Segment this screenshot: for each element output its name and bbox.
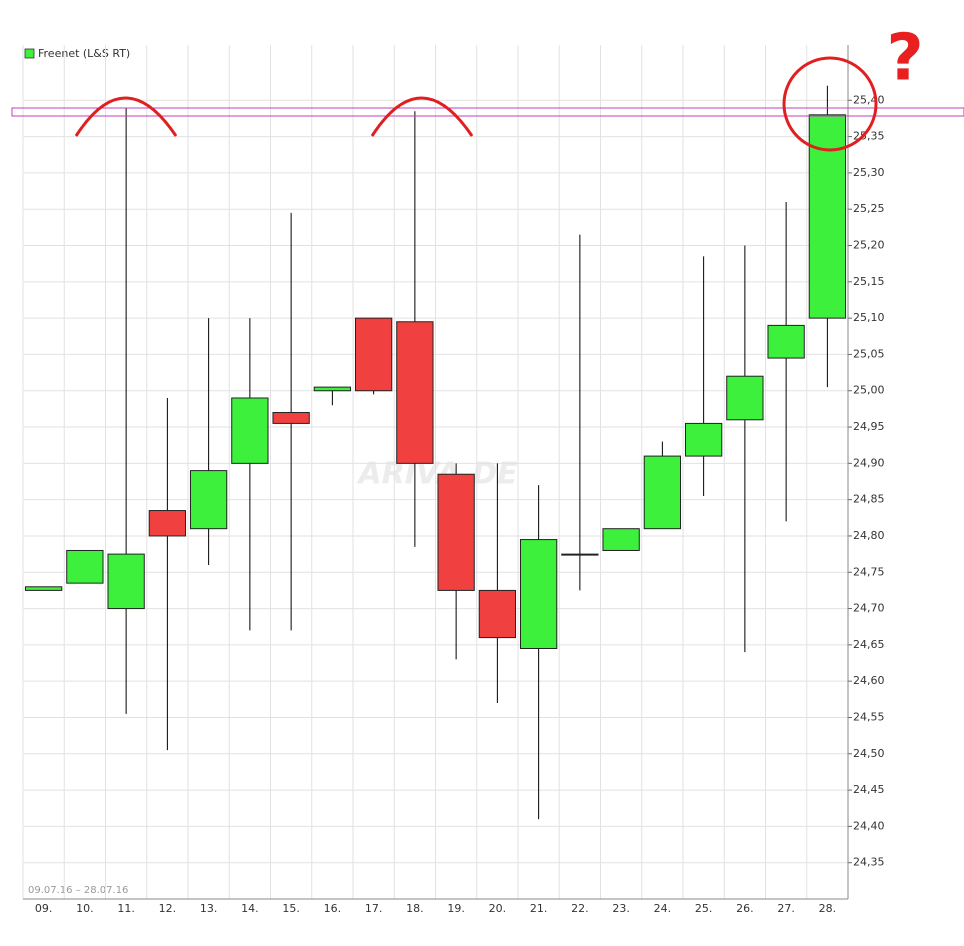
y-tick-label: 24,65	[853, 638, 885, 651]
x-tick-label: 10.	[76, 902, 94, 915]
x-tick-label: 20.	[489, 902, 507, 915]
candle-body	[189, 470, 228, 530]
candle-body	[313, 386, 352, 392]
y-tick-label: 24,40	[853, 819, 885, 832]
x-tick-label: 13.	[200, 902, 218, 915]
candle-body	[396, 321, 434, 464]
x-tick-label: 18.	[406, 902, 424, 915]
x-tick-label: 12.	[159, 902, 177, 915]
y-tick-label: 24,70	[853, 602, 885, 615]
candle-body	[561, 553, 599, 556]
x-tick-label: 09.	[35, 902, 53, 915]
x-tick-label: 26.	[736, 902, 754, 915]
candle-body	[726, 375, 764, 421]
candle-body	[643, 455, 682, 530]
x-tick-label: 16.	[324, 902, 342, 915]
x-tick-label: 14.	[241, 902, 259, 915]
x-tick-label: 28.	[819, 902, 837, 915]
annotation-text: ?	[886, 22, 923, 96]
x-tick-label: 19.	[447, 902, 465, 915]
y-tick-label: 25,10	[853, 311, 885, 324]
x-tick-label: 24.	[654, 902, 672, 915]
y-tick-label: 24,95	[853, 420, 885, 433]
y-tick-label: 24,60	[853, 674, 885, 687]
x-tick-label: 15.	[282, 902, 300, 915]
candle-body	[684, 422, 723, 457]
annotation-arc	[370, 96, 474, 137]
candle-body	[354, 317, 393, 392]
y-tick-label: 24,90	[853, 456, 885, 469]
y-tick-label: 24,55	[853, 710, 885, 723]
legend-swatch	[24, 48, 35, 59]
y-tick-label: 25,05	[853, 347, 885, 360]
watermark: ARIVA.DE	[356, 457, 518, 492]
x-tick-label: 21.	[530, 902, 548, 915]
y-tick-label: 24,85	[853, 493, 885, 506]
candle-body	[602, 528, 640, 551]
x-tick-label: 25.	[695, 902, 713, 915]
y-tick-label: 25,15	[853, 275, 885, 288]
x-tick-label: 23.	[612, 902, 630, 915]
candle-body	[437, 473, 475, 591]
y-tick-label: 24,50	[853, 747, 885, 760]
candle-body	[107, 553, 145, 610]
x-tick-label: 27.	[777, 902, 795, 915]
candle-body	[66, 549, 104, 584]
x-tick-label: 17.	[365, 902, 383, 915]
candle-body	[231, 397, 269, 464]
date-range: 09.07.16 – 28.07.16	[28, 885, 128, 896]
y-tick-label: 24,80	[853, 529, 885, 542]
candle-body	[767, 324, 805, 359]
candle-body	[148, 510, 187, 537]
y-tick-label: 25,25	[853, 202, 885, 215]
candle-body	[24, 586, 63, 591]
candle-body	[272, 412, 310, 424]
annotation-arc	[74, 96, 178, 137]
plot: 24,35 24,40 24,45 24,50 24,55 24,60 24,65 24,70…	[22, 45, 885, 915]
y-tick-label: 25,40	[853, 93, 885, 106]
candle-body	[519, 539, 558, 650]
candle-body	[478, 589, 517, 639]
candle-body	[808, 114, 847, 319]
x-tick-label: 22.	[571, 902, 589, 915]
y-tick-label: 24,45	[853, 783, 885, 796]
y-tick-label: 25,00	[853, 384, 885, 397]
y-tick-label: 25,30	[853, 166, 885, 179]
y-tick-label: 24,35	[853, 856, 885, 869]
y-tick-label: 24,75	[853, 565, 885, 578]
annotation-circle	[782, 56, 878, 152]
y-tick-label: 25,20	[853, 239, 885, 252]
x-tick-label: 11.	[117, 902, 135, 915]
resistance-band	[11, 107, 964, 117]
legend-label: Freenet (L&S RT)	[38, 47, 130, 60]
